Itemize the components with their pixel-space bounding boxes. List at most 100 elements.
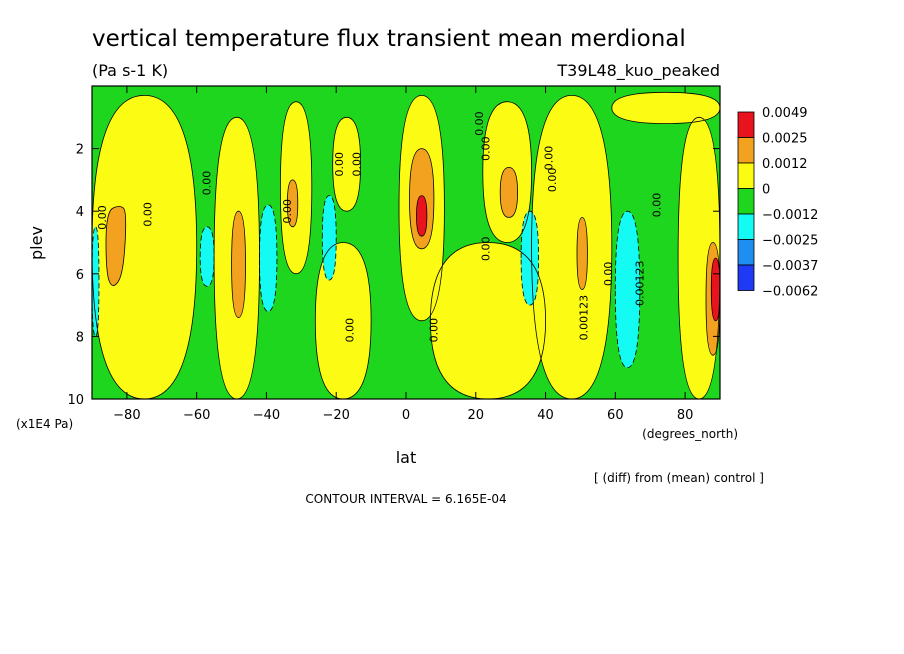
colorbar-swatch [737, 162, 755, 189]
colorbar-label: 0.0025 [762, 132, 808, 147]
contour-line [259, 204, 278, 312]
contour-line [677, 116, 720, 399]
contour-line [105, 206, 127, 286]
contour-line [279, 101, 313, 275]
x-axis-label: lat [396, 448, 417, 467]
contour-region [322, 195, 337, 281]
y-tick-label: 10 [67, 393, 84, 408]
contour-line [409, 148, 435, 250]
contour-line [611, 91, 720, 125]
contour-label: 0.00 [543, 146, 556, 171]
y-axis: 2 4 6 8 10 [67, 143, 720, 408]
contour-line [416, 195, 428, 237]
contour-region [577, 217, 588, 290]
x-tick-label: −40 [253, 408, 280, 423]
y-axis-label: plev [27, 226, 46, 260]
contour-line [520, 210, 540, 306]
contour-region [259, 204, 277, 312]
contour-label: 0.00 [351, 152, 364, 177]
contour-label: 0.00 [201, 171, 214, 196]
contour-region [200, 226, 215, 287]
contour-region [611, 92, 720, 124]
x-tick-label: 0 [402, 408, 410, 423]
contour-region [92, 95, 197, 399]
contour-line [398, 94, 445, 322]
x-tick-label: 40 [537, 408, 554, 423]
contour-label: 0.00 [96, 205, 109, 230]
y-tick-label: 6 [76, 268, 84, 283]
colorbar-label: −0.0012 [762, 208, 818, 223]
contour-line [92, 226, 100, 337]
contour-regions [92, 92, 720, 399]
contour-region [106, 206, 126, 286]
x-axis-units: (degrees_north) [642, 427, 738, 441]
contour-region [521, 211, 539, 306]
contour-line [332, 116, 362, 212]
contour-interval: CONTOUR INTERVAL = 6.165E-04 [305, 492, 506, 506]
colorbar-label: −0.0025 [762, 234, 818, 249]
contour-label: 0.00 [344, 318, 357, 343]
contour-label: 0.00 [281, 199, 294, 224]
contour-line [286, 179, 299, 228]
colorbar-label: −0.0037 [762, 259, 818, 274]
contour-label: 0.00 [480, 136, 493, 161]
x-tick-label: −80 [113, 408, 140, 423]
contour-region [531, 95, 612, 399]
contour-label: 0.00 [651, 193, 664, 218]
contour-region [287, 179, 298, 227]
contour-region [315, 242, 372, 399]
contour-label: 0.00 [141, 202, 154, 227]
comparison-note: [ (diff) from (mean) control ] [594, 471, 764, 485]
contour-region [430, 242, 546, 399]
chart-title: vertical temperature flux transient mean… [92, 26, 686, 52]
contour-label: 0.00123 [633, 260, 646, 306]
chart-units: (Pa s-1 K) [92, 61, 168, 80]
contour-region [500, 167, 518, 218]
colorbar-swatch [737, 239, 755, 266]
y-tick-label: 2 [76, 143, 84, 158]
x-tick-label: −20 [323, 408, 350, 423]
contour-line [199, 226, 215, 287]
contour-line [499, 166, 519, 218]
colorbar-swatch [737, 264, 755, 291]
colorbar-label: −0.0062 [762, 285, 818, 300]
contour-lines [92, 91, 720, 399]
contour-line [710, 257, 720, 322]
y-axis-units: (x1E4 Pa) [16, 417, 73, 431]
contour-line [705, 242, 720, 356]
contour-line [231, 210, 246, 319]
contour-line [614, 210, 641, 369]
colorbar-label: 0 [762, 183, 770, 198]
colorbar-label: 0.0049 [762, 106, 808, 121]
contour-region [231, 211, 246, 318]
contour-label: 0.00 [333, 152, 346, 177]
x-tick-label: 60 [607, 408, 624, 423]
contour-region [332, 117, 361, 212]
colorbar-swatch [737, 188, 755, 215]
contour-label: 0.00 [546, 168, 559, 193]
contour-line [429, 242, 547, 399]
x-tick-label: −60 [183, 408, 210, 423]
y-tick-label: 8 [76, 330, 84, 345]
colorbar-label: 0.0012 [762, 157, 808, 172]
contour-region [416, 195, 427, 237]
x-axis: −80 −60 −40 −20 0 20 40 60 80 [113, 86, 693, 423]
plot-area: 0.00 0.000.000.000.00 0.000.00 0.000.000.00… [91, 85, 721, 400]
contour-region [92, 226, 99, 337]
contour-line [576, 217, 588, 290]
contour-line [321, 195, 337, 281]
contour-label: 0.00123 [577, 295, 590, 341]
x-tick-label: 20 [468, 408, 485, 423]
contour-labels: 0.00 0.000.000.000.00 0.000.00 0.000.000.00… [96, 111, 664, 342]
colorbar: 0.0049 0.0025 0.0012 0 −0.0012 −0.0025 −0.0037… [737, 106, 818, 300]
contour-label: 0.00 [480, 237, 493, 262]
experiment-label: T39L48_kuo_peaked [556, 61, 720, 81]
colorbar-swatch [737, 213, 755, 240]
contour-label: 0.00 [602, 262, 615, 287]
contour-line [314, 242, 372, 399]
y-tick-label: 4 [76, 205, 84, 220]
x-tick-label: 80 [677, 408, 694, 423]
colorbar-swatch [737, 137, 755, 164]
contour-line [531, 94, 613, 399]
